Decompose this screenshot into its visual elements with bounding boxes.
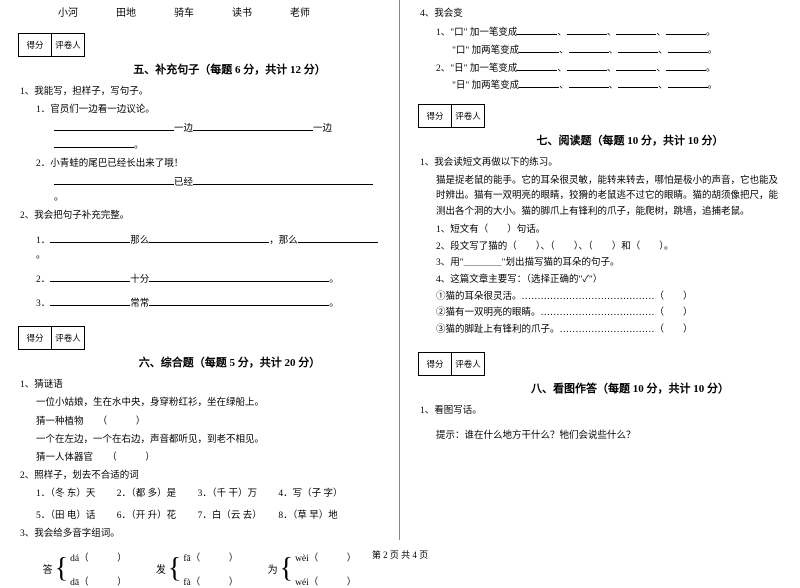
- fill-line: 1．那么，那么。: [36, 233, 381, 264]
- sub-q: 4、这篇文章主要写：（选择正确的"✓"）: [436, 273, 782, 288]
- choice: ①猫的耳朵很灵活。……………………………………（ ）: [436, 290, 782, 305]
- hint-text: 提示：谁在什么地方干什么？牠们会说些什么？: [436, 429, 782, 444]
- reviewer-cell: 评卷人: [51, 326, 85, 350]
- option-row: 5．（田 电）话 6．（开 升）花 7．白（云 去） 8．（草 早）地: [36, 509, 381, 524]
- section-6-title: 六、综合题（每题 5 分，共计 20 分）: [78, 354, 381, 370]
- passage-text: 猫是捉老鼠的能手。它的耳朵很灵敏，能转来转去，哪怕是极小的声音，它也能及时辨出。…: [436, 174, 782, 220]
- opt: 4．写（子 字）: [278, 489, 342, 499]
- opt: 8．（草 早）地: [278, 511, 337, 521]
- score-cell: 得分: [418, 104, 452, 128]
- q-text: 1．官员们一边看一边议论。: [36, 103, 381, 118]
- score-box: 得分 评卷人: [18, 326, 381, 350]
- section-7-title: 七、阅读题（每题 10 分，共计 10 分）: [478, 132, 782, 148]
- fill-line: 已经。: [54, 175, 381, 206]
- section-8-title: 八、看图作答（每题 10 分，共计 10 分）: [478, 380, 782, 396]
- q-text: 2、我会把句子补充完整。: [20, 209, 381, 224]
- fill-line: 1、"口" 加一笔变成、、、。: [436, 25, 782, 41]
- vocab-word: 小河: [58, 4, 78, 19]
- opt: 6．（开 升）花: [117, 511, 176, 521]
- page-footer: 第 2 页 共 4 页: [0, 548, 800, 561]
- label: 1、"口" 加一笔变成: [436, 28, 517, 38]
- score-cell: 得分: [18, 326, 52, 350]
- vocab-row: 小河 田地 骑车 读书 老师: [58, 4, 381, 19]
- right-column: 4、我会变 1、"口" 加一笔变成、、、。 "口" 加两笔变成、、、。 2、"日…: [400, 0, 800, 540]
- vocab-word: 田地: [116, 4, 136, 19]
- score-box: 得分 评卷人: [418, 352, 782, 376]
- label: 常常: [130, 299, 149, 309]
- opt: 2．（都 多）是: [117, 489, 176, 499]
- label: 一边: [174, 124, 193, 134]
- option-row: 1．（冬 东）天 2．（都 多）是 3．（千 干）万 4．写（子 字）: [36, 487, 381, 502]
- fill-line: 2．十分。: [36, 272, 381, 288]
- opt: 1．（冬 东）天: [36, 489, 95, 499]
- char: 答: [43, 561, 53, 576]
- q-text: 1、看图写话。: [420, 404, 782, 419]
- sub-q: 1、短文有（ ）句话。: [436, 223, 782, 238]
- q-text: 1、猜谜语: [20, 378, 381, 393]
- char: 发: [156, 561, 166, 576]
- reviewer-cell: 评卷人: [451, 352, 485, 376]
- label: 已经: [174, 178, 193, 188]
- reviewer-cell: 评卷人: [51, 33, 85, 57]
- pinyin: dā（ ）: [70, 574, 126, 588]
- fill-line: "口" 加两笔变成、、、。: [452, 43, 782, 59]
- opt: 5．（田 电）话: [36, 511, 95, 521]
- score-cell: 得分: [18, 33, 52, 57]
- vocab-word: 读书: [232, 4, 252, 19]
- q-text: 4、我会变: [420, 7, 782, 22]
- label: "日" 加两笔变成: [452, 81, 519, 91]
- page-container: 小河 田地 骑车 读书 老师 得分 评卷人 五、补充句子（每题 6 分，共计 1…: [0, 0, 800, 540]
- label: "口" 加两笔变成: [452, 46, 519, 56]
- riddle-answer: 猜一种植物 （ ）: [36, 415, 381, 430]
- fill-line: 一边一边。: [54, 121, 381, 153]
- pinyin: wéi（ ）: [295, 574, 356, 588]
- reading-passage: 猫是捉老鼠的能手。它的耳朵很灵敏，能转来转去，哪怕是极小的声音，它也能及时辨出。…: [436, 174, 782, 220]
- q-text: 3、我会给多音字组词。: [20, 527, 381, 542]
- vocab-word: 骑车: [174, 4, 194, 19]
- riddle-text: 一个在左边，一个在右边，声音都听见，到老不相见。: [36, 433, 381, 448]
- label: ，那么: [269, 236, 298, 246]
- left-column: 小河 田地 骑车 读书 老师 得分 评卷人 五、补充句子（每题 6 分，共计 1…: [0, 0, 400, 540]
- fill-line: 3．常常。: [36, 296, 381, 312]
- label: 那么: [130, 236, 149, 246]
- label: 2．: [36, 275, 50, 285]
- label: 1．: [36, 236, 50, 246]
- sub-q: 3、用"＿＿＿＿"划出描写猫的耳朵的句子。: [436, 256, 782, 271]
- label: 2、"日" 加一笔变成: [436, 64, 517, 74]
- sub-q: 2、段文写了猫的（ ）、（ ）、（ ）和（ ）。: [436, 240, 782, 255]
- label: 3．: [36, 299, 50, 309]
- score-box: 得分 评卷人: [18, 33, 381, 57]
- score-cell: 得分: [418, 352, 452, 376]
- q-text: 1、我能写，担样子，写句子。: [20, 85, 381, 100]
- label: 猜一人体器官: [36, 453, 93, 463]
- char: 为: [268, 561, 278, 576]
- score-box: 得分 评卷人: [418, 104, 782, 128]
- fill-line: "日" 加两笔变成、、、。: [452, 78, 782, 94]
- q-text: 2、照样子，划去不合适的词: [20, 469, 381, 484]
- section-5-title: 五、补充句子（每题 6 分，共计 12 分）: [78, 61, 381, 77]
- riddle-text: 一位小姑娘，生在水中央，身穿粉红衫，坐在绿船上。: [36, 396, 381, 411]
- riddle-answer: 猜一人体器官 （ ）: [36, 451, 381, 466]
- reviewer-cell: 评卷人: [451, 104, 485, 128]
- vocab-word: 老师: [290, 4, 310, 19]
- label: 一边: [313, 124, 332, 134]
- fill-line: 2、"日" 加一笔变成、、、。: [436, 61, 782, 77]
- opt: 7．白（云 去）: [198, 511, 257, 521]
- choice: ③猫的脚趾上有锋利的爪子。…………………………（ ）: [436, 323, 782, 338]
- q-text: 1、我会读短文再做以下的练习。: [420, 156, 782, 171]
- opt: 3．（千 干）万: [198, 489, 257, 499]
- label: 猜一种植物: [36, 417, 84, 427]
- pinyin: fà（ ）: [183, 574, 238, 588]
- label: 十分: [130, 275, 149, 285]
- q-text: 2．小青蛙的尾巴已经长出来了哦！: [36, 157, 381, 172]
- choice: ②猫有一双明亮的眼睛。………………………………（ ）: [436, 306, 782, 321]
